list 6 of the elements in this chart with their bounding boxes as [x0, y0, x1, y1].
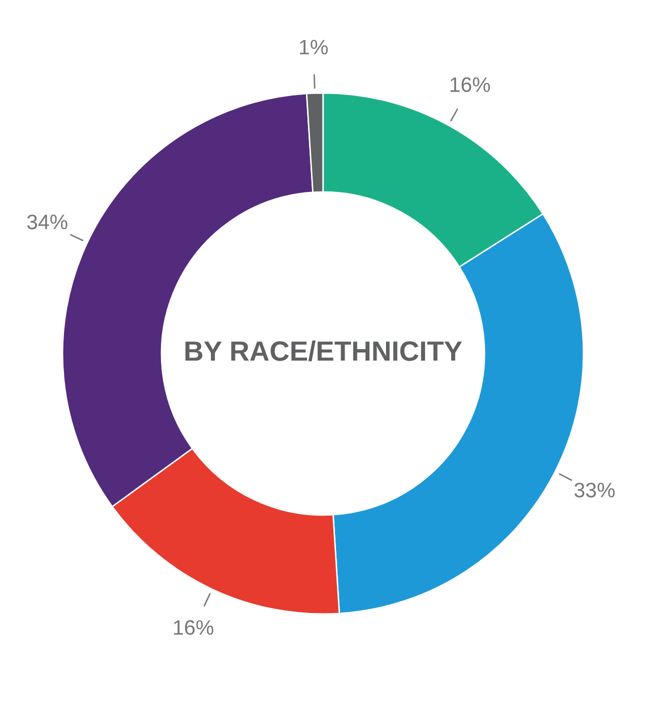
data-label: 16%	[450, 77, 490, 92]
data-label: 34%	[27, 214, 68, 230]
data-label: 16%	[174, 620, 214, 635]
data-label: 1%	[300, 40, 328, 54]
text: BY RACE/ETHNICITY	[185, 340, 462, 362]
data-label: 33%	[574, 482, 615, 498]
